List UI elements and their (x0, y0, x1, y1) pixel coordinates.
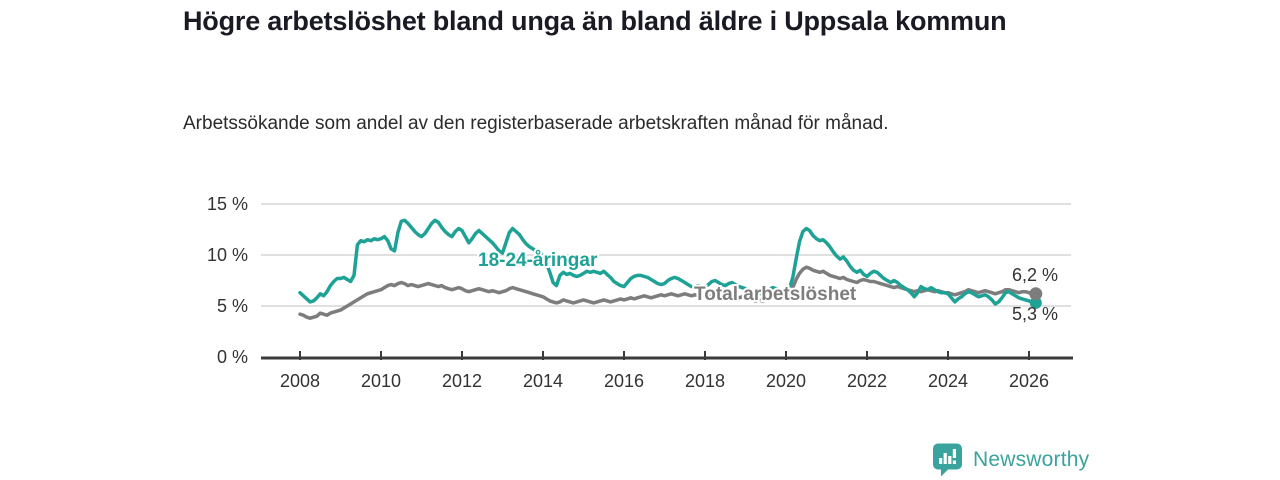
x-axis-label: 2018 (685, 371, 725, 391)
y-axis-label: 5 % (217, 296, 248, 316)
x-axis-label: 2020 (766, 371, 806, 391)
x-axis-label: 2010 (361, 371, 401, 391)
y-axis-label: 0 % (217, 347, 248, 367)
newsworthy-logo-icon (933, 443, 962, 477)
chart-subtitle: Arbetssökande som andel av den registerb… (183, 113, 889, 134)
x-axis-label: 2026 (1009, 371, 1049, 391)
series-label-total: Total arbetslöshet (694, 284, 857, 305)
newsworthy-logo: Newsworthy (932, 443, 1089, 477)
end-value-label-total: 6,2 % (1012, 265, 1058, 285)
page-title: Högre arbetslöshet bland unga än bland ä… (183, 6, 1007, 36)
x-axis-label: 2014 (523, 371, 563, 391)
x-axis-label: 2008 (280, 371, 320, 391)
end-dot-total (1029, 287, 1043, 301)
y-axis-label: 10 % (207, 245, 248, 265)
x-axis-label: 2016 (604, 371, 644, 391)
newsworthy-wordmark: Newsworthy (973, 448, 1090, 471)
x-axis-label: 2024 (928, 371, 968, 391)
series-label-youth: 18-24-åringar (478, 250, 598, 271)
series-line-youth (298, 218, 1038, 306)
x-axis-label: 2022 (847, 371, 887, 391)
x-axis-label: 2012 (442, 371, 482, 391)
y-axis-label: 15 % (207, 194, 248, 214)
series-line-total (298, 265, 1038, 320)
x-axis-ticks (299, 351, 1030, 360)
end-value-label-youth: 5,3 % (1012, 304, 1058, 324)
end-dot-youth (1029, 296, 1042, 309)
